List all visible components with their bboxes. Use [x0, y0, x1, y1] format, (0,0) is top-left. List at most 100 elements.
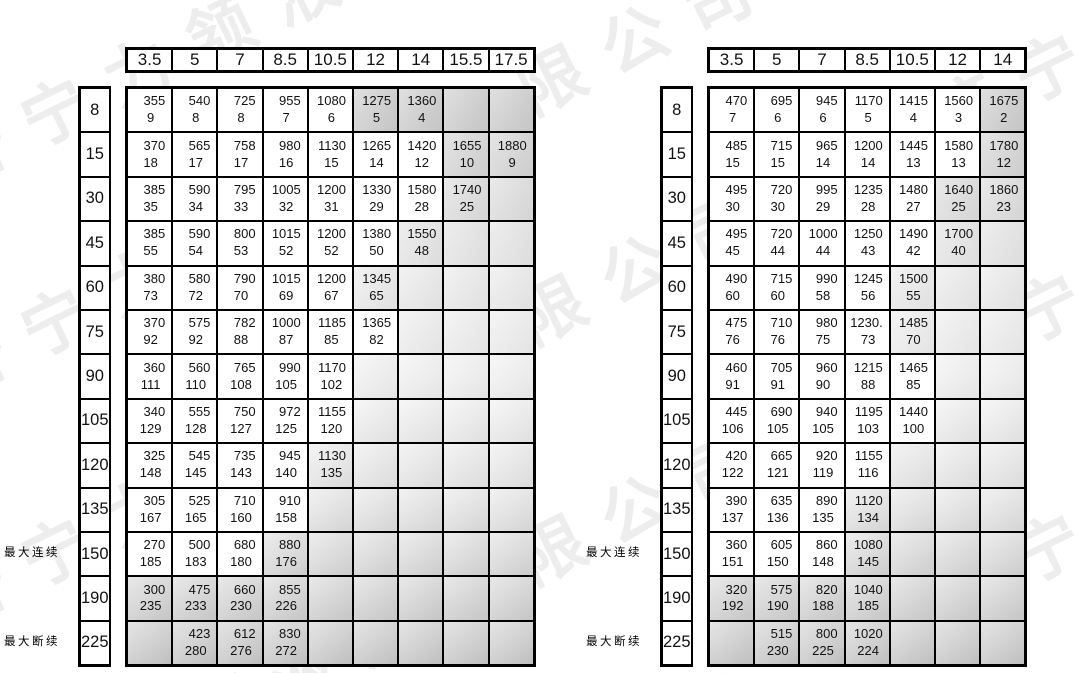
cell-bottom-value: 150 — [766, 554, 789, 570]
table-cell: 855 226 — [262, 576, 308, 621]
cell-top-value: 1780 — [989, 137, 1019, 153]
cell-top-value: 735 — [233, 448, 256, 464]
cell-bottom-value: 140 — [275, 465, 297, 481]
cell-top-value: 782 — [233, 315, 256, 331]
cell-top-value: 500 — [188, 537, 211, 553]
table-cell — [980, 221, 1026, 266]
cell-bottom-value: 143 — [230, 465, 252, 481]
cell-top-value: 1445 — [899, 137, 928, 153]
cell-top-value: 990 — [815, 270, 838, 286]
table-cell: 495 45 — [709, 221, 755, 266]
table-cell: 1235 28 — [844, 176, 890, 222]
cell-bottom-value: 7 — [282, 110, 290, 126]
cell-top-value: 1490 — [899, 226, 928, 242]
table-cell — [980, 443, 1026, 488]
cell-bottom-value: 151 — [721, 554, 744, 570]
cell-top-value: 1000 — [808, 226, 838, 242]
table-cell: 1155 120 — [307, 398, 353, 444]
table-cell — [889, 531, 935, 577]
cell-bottom-value: 70 — [233, 287, 249, 303]
cell-bottom-value: 235 — [139, 598, 162, 614]
table-cell — [398, 487, 444, 532]
table-cell: 665 121 — [754, 443, 800, 488]
cell-bottom-value: 233 — [184, 598, 207, 614]
table-cell — [352, 354, 399, 399]
cell-top-value: 715 — [770, 137, 793, 153]
cell-top-value: 965 — [815, 137, 838, 153]
cell-top-value: 565 — [188, 137, 211, 153]
cell-bottom-value: 145 — [184, 465, 207, 481]
cell-bottom-value: 105 — [275, 376, 297, 392]
table-cell — [980, 620, 1026, 666]
column-header-cell: 12 — [934, 49, 981, 71]
row-header-cell: 120 — [80, 443, 110, 488]
cell-top-value: 1185 — [317, 315, 346, 331]
table-cell: 710 76 — [754, 309, 800, 355]
cell-bottom-value: 158 — [275, 509, 297, 525]
cell-top-value: 1155 — [317, 403, 346, 419]
table-cell — [352, 443, 399, 488]
cell-bottom-value: 29 — [815, 198, 831, 214]
cell-bottom-value: 148 — [139, 465, 162, 481]
cell-top-value: 945 — [815, 93, 838, 109]
table-cell: 1200 31 — [307, 176, 353, 222]
row-header-cell: 60 — [662, 265, 692, 310]
table-cell — [488, 309, 534, 355]
cell-top-value: 1120 — [854, 492, 883, 508]
cell-top-value: 705 — [770, 359, 793, 375]
row-header-cell: 90 — [80, 354, 110, 399]
cell-bottom-value: 167 — [139, 509, 162, 525]
cell-bottom-value: 15 — [770, 154, 786, 170]
table-cell — [488, 531, 534, 577]
cell-top-value: 972 — [279, 403, 301, 419]
table-cell: 790 70 — [217, 265, 263, 310]
row-header-cell: 45 — [80, 221, 110, 266]
cell-bottom-value: 75 — [815, 332, 831, 348]
cell-top-value: 940 — [815, 403, 838, 419]
table-cell: 710 160 — [217, 487, 263, 532]
column-header-cell: 8.5 — [262, 49, 308, 71]
table-cell: 765 108 — [217, 354, 263, 399]
cell-bottom-value: 25 — [459, 198, 475, 214]
table-cell: 612 276 — [217, 620, 263, 666]
cell-bottom-value: 40 — [951, 243, 966, 259]
table-cell: 1380 50 — [352, 221, 399, 266]
table-cell: 1365 82 — [352, 309, 399, 355]
cell-bottom-value: 17 — [188, 154, 204, 170]
table-cell: 725 8 — [217, 88, 263, 133]
cell-top-value: 800 — [815, 625, 838, 641]
table-cell: 1185 85 — [307, 309, 353, 355]
table-cell — [398, 443, 444, 488]
cell-top-value: 945 — [279, 448, 301, 464]
cell-bottom-value: 160 — [230, 509, 252, 525]
table-cell — [307, 487, 353, 532]
cell-top-value: 1155 — [854, 448, 883, 464]
table-cell: 995 29 — [799, 176, 845, 222]
table-cell: 715 60 — [754, 265, 800, 310]
cell-top-value: 545 — [188, 448, 211, 464]
row-header-cell: 105 — [662, 398, 692, 444]
cell-top-value: 860 — [815, 537, 838, 553]
table-cell: 965 14 — [799, 132, 845, 177]
cell-top-value: 1080 — [317, 93, 346, 109]
row-header-cell: 75 — [80, 309, 110, 355]
table-cell: 1415 4 — [889, 88, 935, 133]
cell-bottom-value: 6 — [774, 110, 782, 126]
table-cell: 475 233 — [172, 576, 218, 621]
cell-top-value: 300 — [143, 581, 166, 597]
cell-bottom-value: 176 — [275, 554, 297, 570]
table-cell: 305 167 — [127, 487, 173, 532]
table-cell: 1000 87 — [262, 309, 308, 355]
cell-bottom-value: 3 — [954, 110, 963, 126]
table-cell: 1230. 73 — [844, 309, 890, 355]
cell-top-value: 890 — [815, 492, 838, 508]
cell-top-value: 1360 — [407, 93, 437, 109]
cell-top-value: 1250 — [853, 226, 883, 242]
table-cell: 1445 13 — [889, 132, 935, 177]
cell-bottom-value: 54 — [188, 243, 204, 259]
table-cell: 758 17 — [217, 132, 263, 177]
cell-top-value: 980 — [815, 315, 838, 331]
table-cell: 590 54 — [172, 221, 218, 266]
column-header-cell: 10.5 — [307, 49, 353, 71]
row-header-column: 8 15 30 45 60 75 90 105 120 135 150 190 225 — [78, 86, 111, 668]
